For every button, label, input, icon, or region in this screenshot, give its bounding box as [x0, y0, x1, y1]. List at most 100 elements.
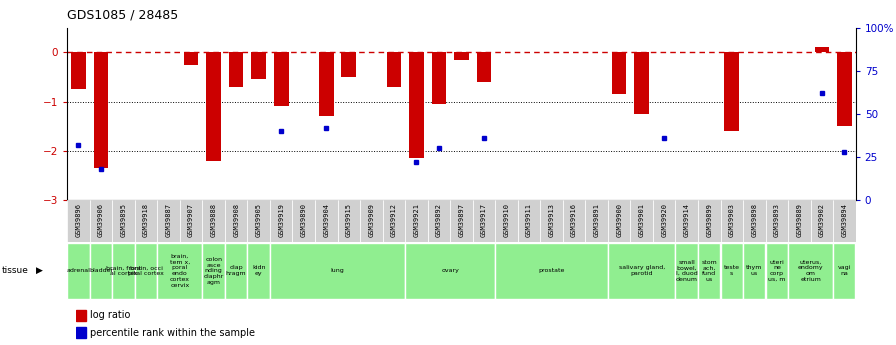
- Text: GSM39905: GSM39905: [255, 204, 262, 237]
- Text: uteri
ne
corp
us, m: uteri ne corp us, m: [768, 260, 786, 282]
- Text: adrenal: adrenal: [66, 268, 90, 273]
- Text: tissue: tissue: [2, 266, 29, 275]
- Bar: [383, 200, 405, 242]
- Bar: [788, 243, 833, 299]
- Text: GSM39907: GSM39907: [188, 204, 194, 237]
- Bar: [814, 47, 829, 52]
- Text: GSM39912: GSM39912: [391, 204, 397, 237]
- Bar: [540, 200, 563, 242]
- Text: GSM39901: GSM39901: [639, 204, 644, 237]
- Bar: [833, 200, 856, 242]
- Bar: [90, 243, 112, 299]
- Bar: [698, 200, 720, 242]
- Text: stom
ach,
fund
us: stom ach, fund us: [702, 260, 717, 282]
- Text: ovary: ovary: [441, 268, 459, 273]
- Text: GSM39898: GSM39898: [752, 204, 757, 237]
- Text: GSM39902: GSM39902: [819, 204, 825, 237]
- Bar: [386, 52, 401, 87]
- Bar: [315, 200, 338, 242]
- Bar: [432, 52, 446, 104]
- Bar: [247, 243, 270, 299]
- Bar: [67, 200, 90, 242]
- Bar: [405, 243, 495, 299]
- Bar: [247, 200, 270, 242]
- Text: GSM39899: GSM39899: [706, 204, 712, 237]
- Text: GSM39897: GSM39897: [459, 204, 464, 237]
- Text: GSM39906: GSM39906: [98, 204, 104, 237]
- Text: GSM39915: GSM39915: [346, 204, 352, 237]
- Bar: [811, 200, 833, 242]
- Text: GSM39908: GSM39908: [233, 204, 239, 237]
- Text: lung: lung: [331, 268, 344, 273]
- Bar: [76, 310, 86, 321]
- Bar: [225, 200, 247, 242]
- Text: GSM39903: GSM39903: [728, 204, 735, 237]
- Text: ▶: ▶: [36, 266, 43, 275]
- Bar: [90, 200, 112, 242]
- Text: GSM39900: GSM39900: [616, 204, 622, 237]
- Bar: [495, 243, 607, 299]
- Bar: [134, 200, 158, 242]
- Bar: [202, 243, 225, 299]
- Bar: [270, 200, 292, 242]
- Bar: [495, 200, 518, 242]
- Text: brain,
tem x,
poral
endo
cortex
cervix: brain, tem x, poral endo cortex cervix: [169, 254, 190, 288]
- Text: GSM39909: GSM39909: [368, 204, 375, 237]
- Bar: [450, 200, 473, 242]
- Text: GSM39914: GSM39914: [684, 204, 690, 237]
- Bar: [112, 243, 134, 299]
- Bar: [71, 52, 86, 89]
- Text: GSM39893: GSM39893: [774, 204, 780, 237]
- Bar: [225, 243, 247, 299]
- Text: salivary gland,
parotid: salivary gland, parotid: [618, 265, 665, 276]
- Bar: [360, 200, 383, 242]
- Text: GSM39895: GSM39895: [121, 204, 126, 237]
- Bar: [563, 200, 585, 242]
- Bar: [319, 52, 333, 116]
- Text: bladder: bladder: [89, 268, 113, 273]
- Text: GSM39891: GSM39891: [594, 204, 599, 237]
- Text: GSM39894: GSM39894: [841, 204, 848, 237]
- Bar: [292, 200, 315, 242]
- Text: brain, occi
pital cortex: brain, occi pital cortex: [128, 265, 164, 276]
- Text: GSM39916: GSM39916: [571, 204, 577, 237]
- Text: teste
s: teste s: [724, 265, 740, 276]
- Bar: [158, 243, 202, 299]
- Bar: [473, 200, 495, 242]
- Bar: [202, 200, 225, 242]
- Text: thym
us: thym us: [746, 265, 762, 276]
- Bar: [837, 52, 852, 126]
- Text: brain, front
al cortex: brain, front al cortex: [106, 265, 142, 276]
- Bar: [612, 52, 626, 94]
- Bar: [228, 52, 244, 87]
- Bar: [67, 243, 90, 299]
- Bar: [653, 200, 676, 242]
- Bar: [725, 52, 739, 131]
- Bar: [765, 200, 788, 242]
- Bar: [743, 200, 765, 242]
- Bar: [76, 327, 86, 338]
- Bar: [698, 243, 720, 299]
- Text: GSM39888: GSM39888: [211, 204, 217, 237]
- Bar: [184, 52, 198, 65]
- Bar: [409, 52, 424, 158]
- Text: GSM39887: GSM39887: [166, 204, 171, 237]
- Text: log ratio: log ratio: [90, 310, 130, 320]
- Bar: [180, 200, 202, 242]
- Bar: [341, 52, 356, 77]
- Bar: [518, 200, 540, 242]
- Text: vagi
na: vagi na: [838, 265, 851, 276]
- Text: diap
hragm: diap hragm: [226, 265, 246, 276]
- Bar: [477, 52, 491, 82]
- Bar: [631, 200, 653, 242]
- Bar: [634, 52, 649, 114]
- Bar: [676, 200, 698, 242]
- Bar: [134, 243, 157, 299]
- Text: GSM39889: GSM39889: [797, 204, 802, 237]
- Bar: [427, 200, 450, 242]
- Text: prostate: prostate: [538, 268, 564, 273]
- Bar: [252, 52, 266, 79]
- Bar: [206, 52, 221, 161]
- Text: small
bowel,
I, duod
denum: small bowel, I, duod denum: [676, 260, 698, 282]
- Text: GSM39918: GSM39918: [143, 204, 149, 237]
